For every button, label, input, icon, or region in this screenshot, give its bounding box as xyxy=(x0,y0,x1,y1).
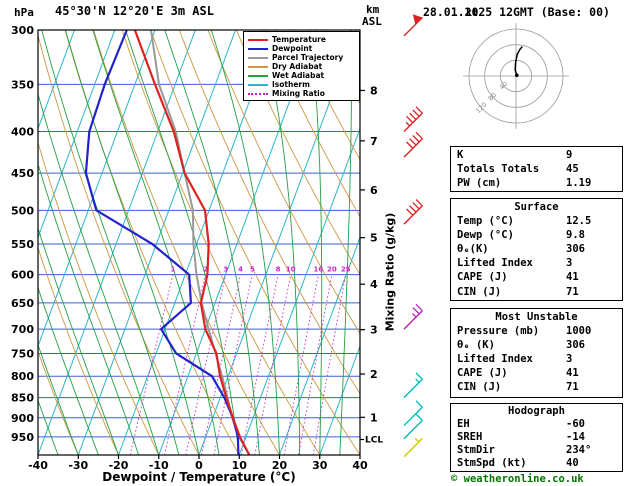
svg-text:300: 300 xyxy=(11,24,34,37)
legend-item-wet-adiabat: Wet Adiabat xyxy=(248,71,355,80)
legend-item-isotherm: Isotherm xyxy=(248,80,355,89)
legend-swatch-parcel-trajectory xyxy=(248,56,268,59)
svg-text:-30: -30 xyxy=(68,459,88,472)
svg-text:750: 750 xyxy=(11,347,34,360)
svg-text:40: 40 xyxy=(498,80,510,92)
svg-text:550: 550 xyxy=(11,238,34,251)
svg-text:0: 0 xyxy=(195,459,203,472)
svg-text:10: 10 xyxy=(232,459,248,472)
svg-text:10: 10 xyxy=(286,266,296,274)
svg-text:900: 900 xyxy=(11,412,34,425)
svg-text:4: 4 xyxy=(370,278,378,291)
legend-swatch-temperature xyxy=(248,38,268,41)
temperature-curve xyxy=(133,30,251,455)
svg-text:30: 30 xyxy=(312,459,328,472)
svg-text:950: 950 xyxy=(11,431,34,444)
temperature-axis-label: Dewpoint / Temperature (°C) xyxy=(102,470,296,484)
skewt-background xyxy=(38,30,360,455)
svg-text:-20: -20 xyxy=(109,459,129,472)
legend-swatch-wet-adiabat xyxy=(248,74,268,77)
svg-text:850: 850 xyxy=(11,392,34,405)
pressure-unit-label: hPa xyxy=(14,6,34,19)
svg-text:800: 800 xyxy=(11,370,34,383)
svg-text:40: 40 xyxy=(352,459,368,472)
legend-item-dewpoint: Dewpoint xyxy=(248,44,355,53)
svg-text:20: 20 xyxy=(272,459,288,472)
legend-label: Mixing Ratio xyxy=(272,89,325,98)
legend-swatch-mixing-ratio xyxy=(248,92,268,95)
svg-text:LCL: LCL xyxy=(365,435,383,445)
svg-text:350: 350 xyxy=(11,78,34,91)
svg-text:4: 4 xyxy=(238,266,243,274)
svg-text:5: 5 xyxy=(370,232,378,245)
legend-item-parcel-trajectory: Parcel Trajectory xyxy=(248,53,355,62)
hodograph-unit-label: kt xyxy=(466,8,479,19)
svg-text:1: 1 xyxy=(370,411,378,424)
svg-text:3: 3 xyxy=(370,324,378,337)
svg-text:-40: -40 xyxy=(28,459,48,472)
svg-text:25: 25 xyxy=(341,266,351,274)
mixing-ratio-axis-label: Mixing Ratio (g/kg) xyxy=(383,212,397,332)
legend-label: Temperature xyxy=(272,35,326,44)
km-axis-unit-label: km xyxy=(366,3,380,16)
legend-label: Parcel Trajectory xyxy=(272,53,344,62)
svg-text:5: 5 xyxy=(250,266,255,274)
svg-text:700: 700 xyxy=(11,323,34,336)
svg-text:16: 16 xyxy=(313,266,323,274)
svg-text:2: 2 xyxy=(203,266,208,274)
svg-text:650: 650 xyxy=(11,297,34,310)
svg-text:80: 80 xyxy=(487,91,499,103)
legend-item-temperature: Temperature xyxy=(248,35,355,44)
copyright: © weatheronline.co.uk xyxy=(451,473,584,485)
asl-axis-unit-label: ASL xyxy=(362,15,382,28)
svg-text:500: 500 xyxy=(11,204,34,217)
svg-text:-10: -10 xyxy=(149,459,169,472)
svg-text:8: 8 xyxy=(276,266,281,274)
wind-barbs xyxy=(403,14,423,458)
svg-text:2: 2 xyxy=(370,368,378,381)
legend-label: Isotherm xyxy=(272,80,310,89)
legend-item-mixing-ratio: Mixing Ratio xyxy=(248,89,355,98)
legend-label: Dewpoint xyxy=(272,44,313,53)
legend-item-dry-adiabat: Dry Adiabat xyxy=(248,62,355,71)
svg-text:8: 8 xyxy=(370,84,378,97)
hodograph-trace xyxy=(514,46,523,76)
svg-text:3: 3 xyxy=(223,266,228,274)
datetime-title: 28.01.2025 12GMT (Base: 00) xyxy=(423,5,610,19)
legend-swatch-dewpoint xyxy=(248,47,268,50)
legend-swatch-isotherm xyxy=(248,83,268,86)
svg-text:450: 450 xyxy=(11,167,34,180)
svg-text:6: 6 xyxy=(370,184,378,197)
legend-label: Dry Adiabat xyxy=(272,62,323,71)
legend: Temperature Dewpoint Parcel Trajectory Dry … xyxy=(243,31,360,101)
svg-text:1: 1 xyxy=(170,266,175,274)
svg-text:20: 20 xyxy=(327,266,337,274)
station-title: 45°30'N 12°20'E 3m ASL xyxy=(55,4,214,18)
svg-text:7: 7 xyxy=(370,135,378,148)
svg-text:600: 600 xyxy=(11,269,34,282)
legend-label: Wet Adiabat xyxy=(272,71,325,80)
legend-swatch-dry-adiabat xyxy=(248,65,268,68)
svg-text:400: 400 xyxy=(11,126,34,139)
